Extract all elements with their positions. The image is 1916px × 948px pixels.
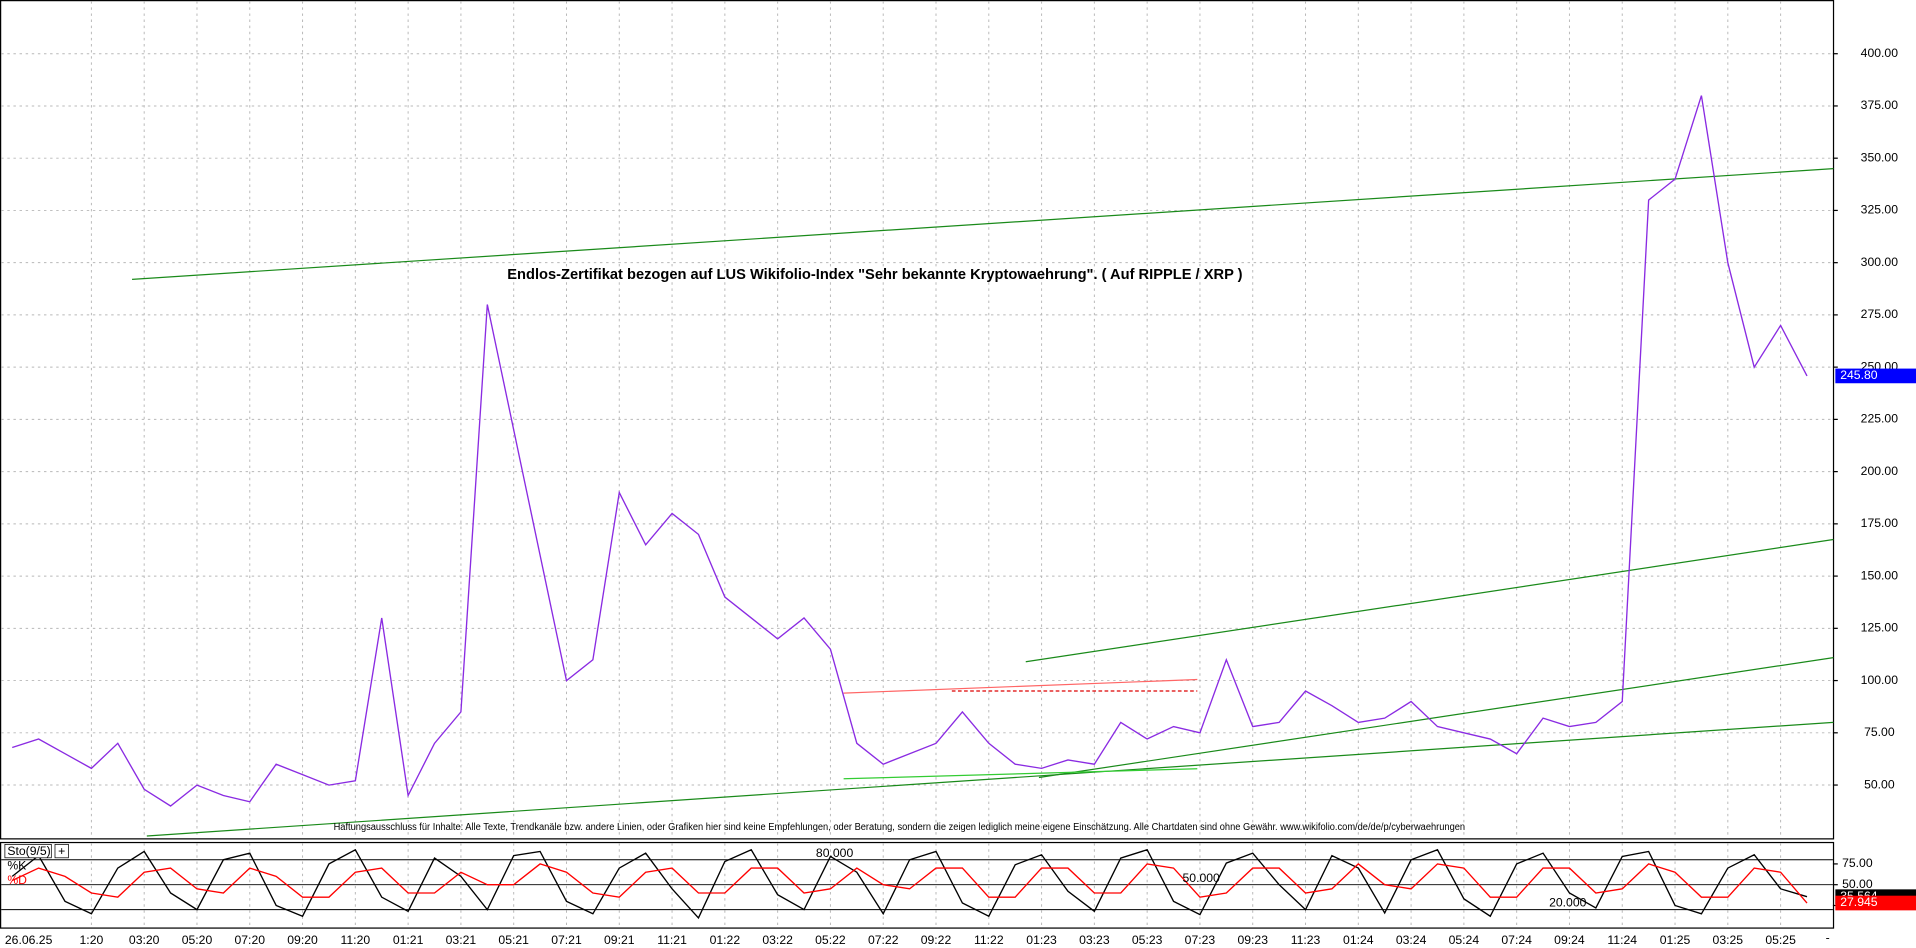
x-tick-label: 09:20 bbox=[287, 933, 318, 947]
x-tick-label: 05:22 bbox=[815, 933, 846, 947]
last-value-box bbox=[1835, 895, 1916, 911]
level-label: 50.000 bbox=[1183, 871, 1221, 885]
series-line bbox=[11, 863, 1808, 904]
x-tick-label: 07:22 bbox=[868, 933, 899, 947]
x-tick-label: 03:21 bbox=[446, 933, 477, 947]
x-tick-label: 11:24 bbox=[1607, 933, 1637, 947]
x-tick-label: 09:23 bbox=[1237, 933, 1268, 947]
x-tick-label: 03:20 bbox=[129, 933, 160, 947]
trendline bbox=[1038, 656, 1834, 779]
x-tick-label: 11:23 bbox=[1291, 933, 1321, 947]
x-tick-label: 05:20 bbox=[182, 933, 213, 947]
trendline bbox=[843, 768, 1198, 780]
x-tick-label: 07:23 bbox=[1185, 933, 1216, 947]
y-tick-label: 200.00 bbox=[1861, 464, 1899, 478]
x-tick-label: 09:22 bbox=[921, 933, 952, 947]
x-tick-label: 09:24 bbox=[1554, 933, 1585, 947]
x-tick-label: 05:21 bbox=[498, 933, 529, 947]
x-tick-label: 05:25 bbox=[1765, 933, 1796, 947]
x-tick-label: 05:24 bbox=[1449, 933, 1480, 947]
trendline bbox=[132, 168, 1834, 280]
x-tick-label: 09:21 bbox=[604, 933, 635, 947]
marks bbox=[11, 95, 1834, 920]
y-tick-label: 75.00 bbox=[1864, 725, 1895, 739]
trendline bbox=[146, 721, 1834, 837]
y-tick-label: 225.00 bbox=[1861, 412, 1899, 426]
last-price-box bbox=[1835, 368, 1916, 384]
x-tick-label: 11:20 bbox=[341, 933, 371, 947]
trendline bbox=[1025, 538, 1834, 663]
x-tick-label: 11:22 bbox=[974, 933, 1004, 947]
y-tick-label: 75.00 bbox=[1842, 856, 1873, 870]
scroll-marker: - bbox=[1826, 931, 1830, 945]
x-tick-label: 01:21 bbox=[393, 933, 424, 947]
x-tick-label: 01:24 bbox=[1343, 933, 1374, 947]
x-tick-label: 03:23 bbox=[1079, 933, 1110, 947]
x-tick-label: 01:25 bbox=[1660, 933, 1691, 947]
x-tick-label: 07:21 bbox=[551, 933, 582, 947]
x-tick-label: 01:22 bbox=[710, 933, 741, 947]
series-line bbox=[12, 95, 1808, 807]
x-tick-label: 1:20 bbox=[80, 933, 104, 947]
x-tick-label: 01:23 bbox=[1026, 933, 1057, 947]
disclaimer: Haftungsausschluss für Inhalte: Alle Tex… bbox=[334, 822, 1466, 833]
date-label: 26.06.25 bbox=[5, 933, 53, 947]
last-price-label: 245.80 bbox=[1840, 368, 1878, 382]
stoch-expand-icon: + bbox=[58, 844, 65, 858]
y-tick-label: 400.00 bbox=[1861, 46, 1899, 60]
y-tick-label: 100.00 bbox=[1861, 673, 1899, 687]
chart-title: Endlos-Zertifikat bezogen auf LUS Wikifo… bbox=[507, 267, 1242, 283]
series-line bbox=[11, 848, 1808, 920]
legend-entry: %D bbox=[7, 873, 27, 887]
level-label: 80.000 bbox=[816, 846, 854, 860]
y-tick-label: 150.00 bbox=[1861, 568, 1899, 582]
y-tick-label: 50.00 bbox=[1842, 877, 1873, 891]
stoch-expand-button[interactable] bbox=[54, 844, 69, 859]
last-value-label: 27.945 bbox=[1840, 895, 1878, 909]
x-tick-label: 07:20 bbox=[234, 933, 265, 947]
x-tick-label: 03:24 bbox=[1396, 933, 1427, 947]
stoch-title: Sto(9/5) bbox=[7, 844, 50, 858]
x-tick-label: 05:23 bbox=[1132, 933, 1163, 947]
y-tick-label: 375.00 bbox=[1861, 98, 1899, 112]
level-label: 20.000 bbox=[1549, 896, 1587, 910]
y-tick-label: 325.00 bbox=[1861, 203, 1899, 217]
x-tick-label: 03:22 bbox=[762, 933, 793, 947]
y-tick-label: 275.00 bbox=[1861, 307, 1899, 321]
y-tick-label: 175.00 bbox=[1861, 516, 1899, 530]
y-tick-label: 350.00 bbox=[1861, 150, 1899, 164]
stoch-label-box bbox=[4, 844, 52, 859]
x-tick-label: 11:21 bbox=[657, 933, 687, 947]
y-tick-label: 300.00 bbox=[1861, 255, 1899, 269]
legend-entry: %K bbox=[7, 859, 26, 873]
y-tick-label: 50.00 bbox=[1864, 777, 1895, 791]
y-tick-label: 125.00 bbox=[1861, 621, 1899, 635]
x-tick-label: 03:25 bbox=[1713, 933, 1744, 947]
x-tick-label: 07:24 bbox=[1501, 933, 1532, 947]
trendline bbox=[843, 678, 1198, 694]
